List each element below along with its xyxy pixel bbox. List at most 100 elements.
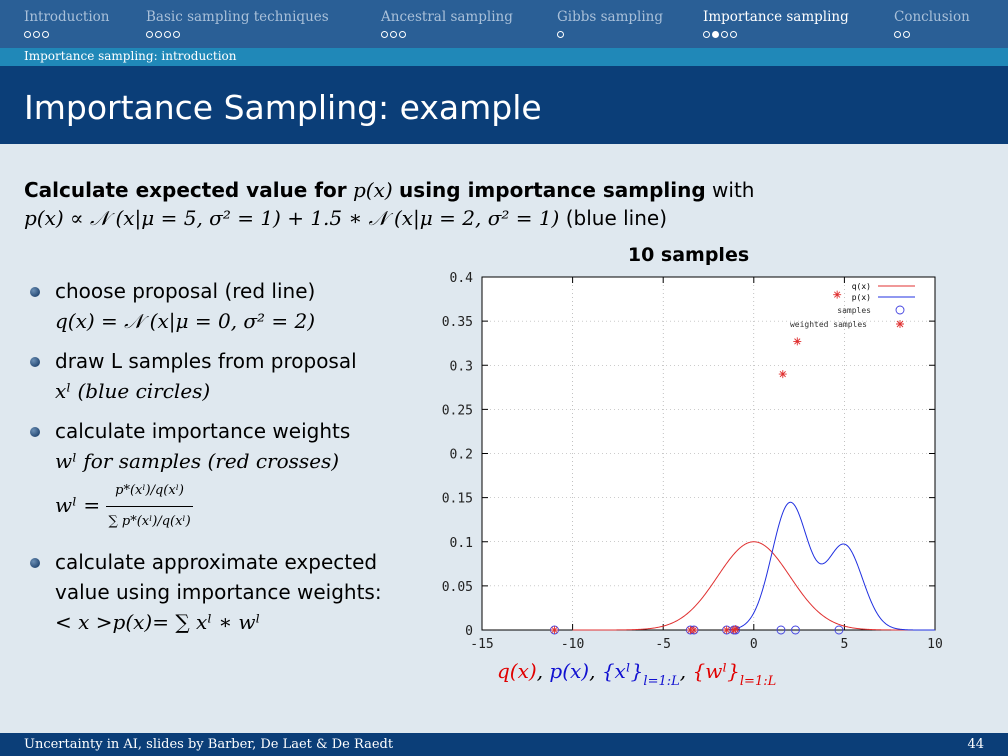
x-tick-label: 10 [927,637,943,652]
nav-section-conclusion[interactable]: Conclusion [894,9,970,25]
nav-dot[interactable] [399,31,406,38]
chart-title: 10 samples [628,244,749,266]
nav-dot[interactable] [903,31,910,38]
q-curve [572,541,935,631]
weighted-sample-point [793,337,802,346]
nav-section-gibbs-sampling[interactable]: Gibbs sampling [557,9,663,25]
nav-dot[interactable] [173,31,180,38]
weighted-sample-point [833,290,842,299]
nav-dot[interactable] [712,31,719,38]
nav-dot[interactable] [155,31,162,38]
nav-dot[interactable] [164,31,171,38]
x-axis-label-part: , [680,659,693,683]
nav-dots-introduction[interactable] [24,30,51,41]
weighted-sample-point [722,626,731,634]
nav-dot[interactable] [721,31,728,38]
bullet-list: choose proposal (red line) q(x) = 𝒩 (x|μ… [30,276,430,647]
intro-line: Calculate expected value for p(x) using … [24,178,984,202]
nav-section-ancestral-sampling[interactable]: Ancestral sampling [381,9,513,25]
y-tick-label: 0.05 [442,580,473,595]
nav-dot[interactable] [24,31,31,38]
x-tick-label: -5 [655,637,671,652]
slide-title: Importance Sampling: example [24,88,542,127]
chart-container: 10 samples 0 0.05 0.1 0.15 0.2 0.25 0.3 0.35 0.4 -… [425,240,965,700]
y-tick-label: 0.1 [450,536,473,551]
y-tick-label: 0.3 [450,359,473,374]
title-bar: Importance Sampling: example [0,66,1008,144]
x-axis-label-part: l=1:L [643,674,679,689]
sample-point [776,625,786,635]
nav-dots-importance-sampling[interactable] [703,30,739,41]
importance-sampling-chart: 10 samples 0 0.05 0.1 0.15 0.2 0.25 0.3 0.35 0.4 -… [442,244,943,689]
weighted-sample-point [690,626,699,634]
legend-label: samples [837,306,871,315]
subsection-bar: Importance sampling: introduction [0,48,1008,66]
nav-dot[interactable] [730,31,737,38]
nav-section-importance-sampling[interactable]: Importance sampling [703,9,849,25]
weight-numerator: p*(xˡ)/q(xˡ) [106,476,193,507]
bullet-text: calculate approximate expected value usi… [55,550,382,604]
x-axis-label-part: , [537,659,550,683]
weight-equation-fraction: p*(xˡ)/q(xˡ) ∑ p*(xˡ)/q(xˡ) [106,476,193,537]
x-axis-label-part: l=1:L [740,674,776,689]
bullet-weights: calculate importance weights wˡ for samp… [30,416,430,537]
nav-dot[interactable] [42,31,49,38]
nav-dots-ancestral-sampling[interactable] [381,30,408,41]
nav-dot[interactable] [146,31,153,38]
weighted-sample-point [778,370,787,379]
nav-dots-conclusion[interactable] [894,30,912,41]
section-navigation: Introduction Basic sampling techniques A… [0,0,1008,48]
nav-dot[interactable] [390,31,397,38]
weighted-sample-point [731,625,740,634]
x-tick-label: -10 [561,637,584,652]
bullet-math: q(x) = 𝒩 (x|μ = 0, σ² = 2) [55,309,316,333]
nav-dot[interactable] [703,31,710,38]
nav-dot[interactable] [894,31,901,38]
bullet-math: < x >p(x)= ∑ xˡ ∗ wˡ [55,610,261,634]
intro-formula-line: p(x) ∝ 𝒩 (x|μ = 5, σ² = 1) + 1.5 ∗ 𝒩 (x|… [24,206,984,230]
footer-credit: Uncertainty in AI, slides by Barber, De … [24,737,394,752]
sample-point [834,625,844,635]
x-axis-label-part: , [589,659,602,683]
nav-section-basic-sampling[interactable]: Basic sampling techniques [146,9,329,25]
legend-label: p(x) [852,293,871,302]
y-tick-label: 0.35 [442,315,473,330]
nav-dots-gibbs-sampling[interactable] [557,30,566,41]
x-tick-label: -15 [470,637,493,652]
nav-dot[interactable] [381,31,388,38]
legend-label: weighted samples [790,320,867,329]
nav-dots-basic-sampling[interactable] [146,30,182,41]
bullet-proposal: choose proposal (red line) q(x) = 𝒩 (x|μ… [30,276,430,336]
target-distribution-formula: p(x) ∝ 𝒩 (x|μ = 5, σ² = 1) + 1.5 ∗ 𝒩 (x|… [24,206,560,230]
intro-bold-2: using importance sampling [399,178,706,202]
bullet-math: xˡ (blue circles) [55,379,211,403]
x-axis-label-part: {wˡ} [692,659,739,683]
subsection-title: Importance sampling: introduction [24,49,237,63]
bullet-expected-value: calculate approximate expected value usi… [30,547,430,637]
nav-section-introduction[interactable]: Introduction [24,9,110,25]
legend-swatch-samples [895,305,905,315]
bullet-text: choose proposal (red line) [55,279,316,303]
bullet-math: wˡ for samples (red crosses) [55,449,340,473]
intro-note: (blue line) [565,206,668,230]
bullet-draw-samples: draw L samples from proposal xˡ (blue ci… [30,346,430,406]
y-tick-label: 0.15 [442,492,473,507]
p-curve [726,501,935,631]
bullet-text: draw L samples from proposal [55,349,357,373]
intro-with: with [712,178,755,202]
x-tick-label: 0 [750,637,758,652]
page-number: 44 [967,737,984,752]
x-axis-label-part: q(x) [497,659,537,683]
intro-bold: Calculate expected value for [24,178,347,202]
intro-px: p(x) [353,178,393,202]
x-axis-label-part: p(x) [549,659,589,683]
nav-dot[interactable] [33,31,40,38]
legend-label: q(x) [852,282,871,291]
nav-dot[interactable] [557,31,564,38]
x-tick-label: 5 [840,637,848,652]
weight-denominator: ∑ p*(xˡ)/q(xˡ) [108,514,191,529]
legend-swatch-weighted [896,320,904,328]
x-axis-label-part: {xˡ} [602,659,644,683]
plot-area [481,276,936,631]
weighted-sample-point [550,626,559,634]
